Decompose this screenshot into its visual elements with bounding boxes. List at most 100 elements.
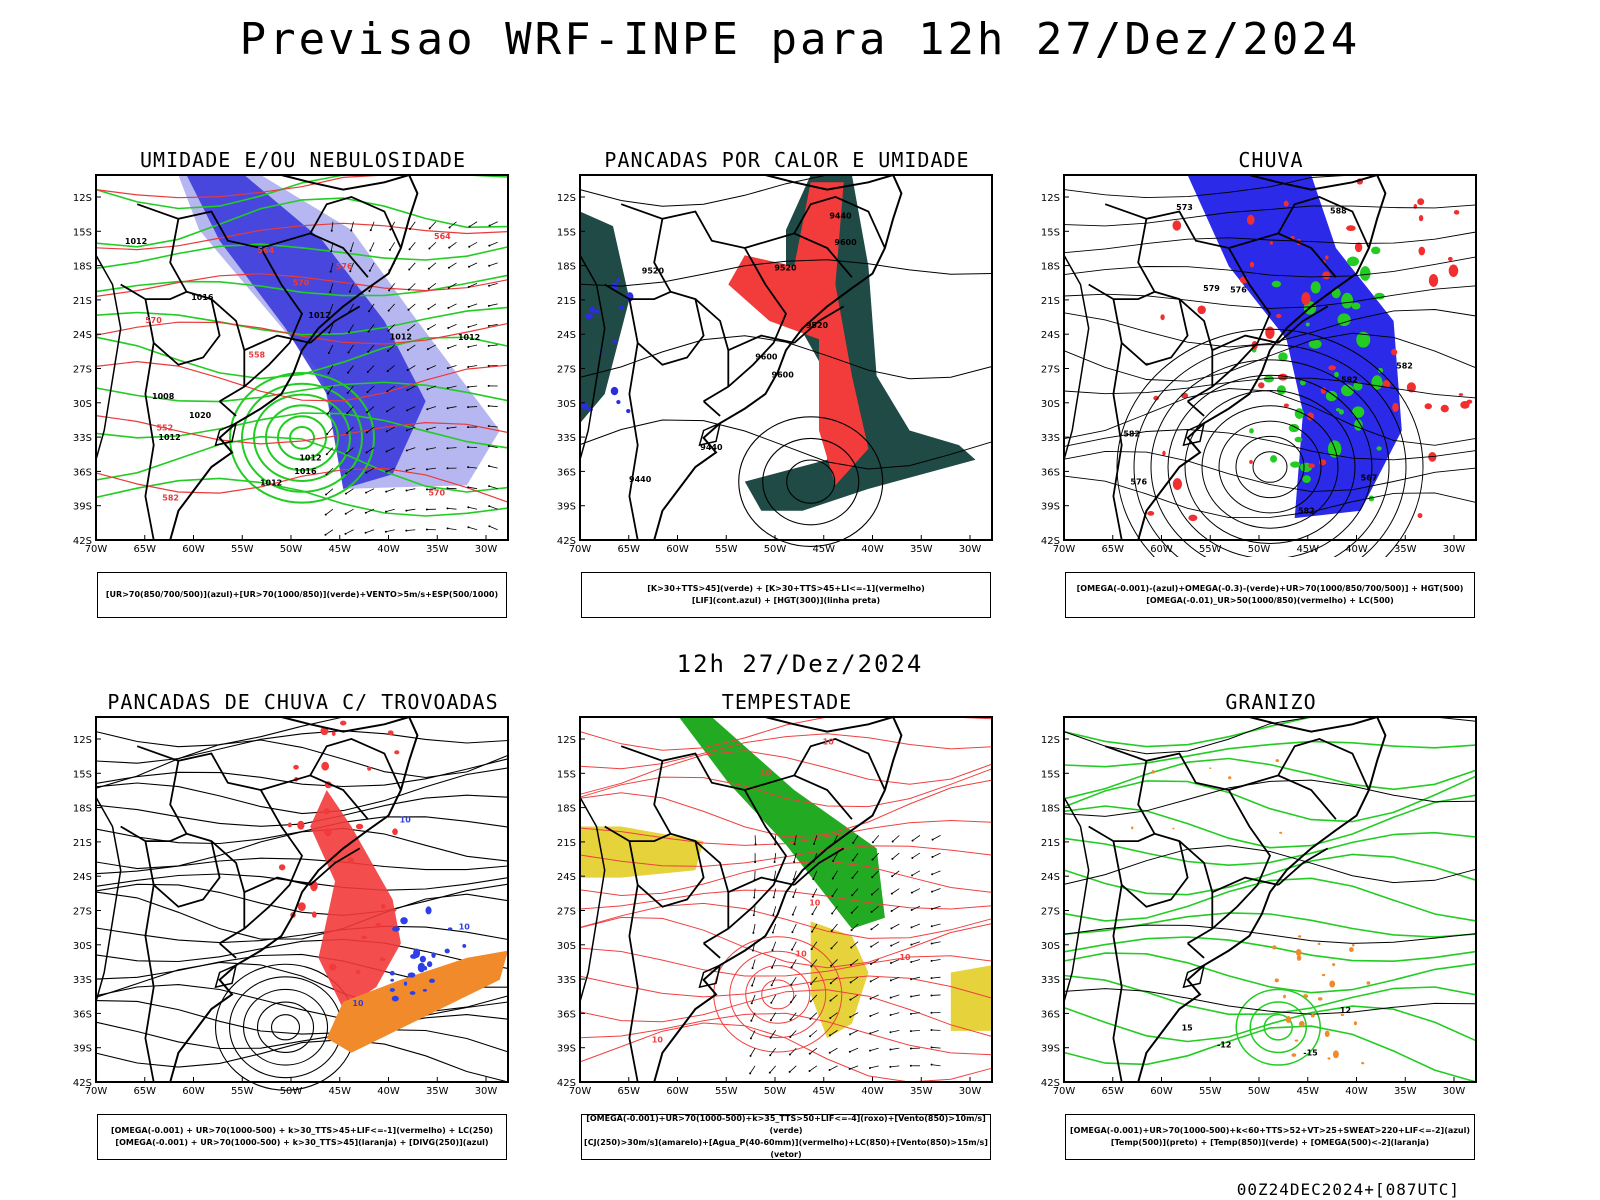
- wind-arrow-head: [369, 249, 372, 252]
- hgt500-contours-line: [1063, 231, 1477, 254]
- green-low-humidity-contour: [241, 382, 363, 493]
- lon-label: 55W: [1199, 544, 1222, 555]
- wind-arrow: [367, 365, 375, 373]
- wind-arrow-head: [366, 391, 369, 394]
- lon-label: 50W: [764, 544, 787, 555]
- wind-arrow: [872, 835, 880, 843]
- wind-arrow: [428, 283, 437, 290]
- wind-arrow-head: [848, 1050, 851, 1053]
- wind-arrow-head: [792, 896, 795, 899]
- wind-arrow: [387, 344, 395, 352]
- orange-omega500-cell: [1332, 963, 1336, 967]
- black-temp500-line: [1063, 845, 1477, 885]
- wind-arrow: [469, 221, 478, 227]
- lat-label: 18S: [1041, 262, 1060, 273]
- lon-label: 45W: [812, 1086, 835, 1097]
- red-omega-humidity-cell: [1448, 264, 1459, 277]
- orange-omega500-scattered-cell: [1209, 767, 1212, 769]
- wind-arrow-head: [467, 486, 470, 489]
- wind-arrow-head: [930, 959, 933, 962]
- lon-label: 35W: [910, 544, 933, 555]
- wind-arrow-head: [488, 284, 491, 287]
- blue-divergence-cell: [390, 978, 395, 982]
- green-temp850-line: [1063, 952, 1477, 994]
- streamlines-250-line: [95, 767, 509, 815]
- red-convection-cells-cell: [329, 963, 337, 971]
- wind-arrow-head: [389, 228, 392, 231]
- orange-omega500-cell: [1317, 997, 1323, 1001]
- lat-label: 33S: [557, 975, 576, 986]
- wind-arrow-head: [386, 349, 389, 352]
- lon-label: 60W: [666, 544, 689, 555]
- wind-arrow-head: [851, 894, 854, 897]
- wind-arrow-head: [930, 1046, 933, 1049]
- wind-arrow-head: [349, 270, 352, 273]
- hgt500-contours: [1063, 174, 1477, 519]
- wind-arrow-head: [344, 512, 347, 515]
- wind-arrow-head: [832, 859, 835, 862]
- page-title: Previsao WRF-INPE para 12h 27/Dez/2024: [239, 14, 1361, 65]
- country-border: [153, 298, 221, 366]
- red-omega-humidity-cell: [1153, 395, 1159, 401]
- country-border: [604, 283, 671, 300]
- green-strong-omega-cell: [1290, 461, 1301, 468]
- lat-label: 39S: [73, 502, 92, 513]
- red-omega-humidity-cell: [1172, 220, 1182, 231]
- wind-arrow-head: [448, 246, 451, 249]
- map-background: [580, 717, 992, 1082]
- wind-arrow: [931, 923, 941, 927]
- wind-arrow: [385, 508, 395, 513]
- wind-arrow: [869, 1047, 879, 1052]
- wind-arrow: [830, 1012, 838, 1019]
- blue-lifted-index-cell: [616, 278, 620, 283]
- lagoon: [1182, 421, 1206, 447]
- wind-arrow-head: [325, 473, 328, 476]
- wind-arrow-head: [467, 345, 470, 348]
- red-omega-humidity-cell: [1418, 246, 1426, 256]
- coastline: [169, 173, 419, 541]
- wind-arrow: [365, 508, 375, 514]
- wind-arrow-head: [869, 1032, 872, 1035]
- contour-label: 9520: [806, 321, 829, 330]
- lon-label: 30W: [959, 1086, 982, 1097]
- orange-omega500-cell: [1283, 994, 1286, 999]
- red-omega-humidity-cell: [1392, 402, 1399, 413]
- lat-label: 18S: [73, 804, 92, 815]
- lat-label: 33S: [73, 433, 92, 444]
- wind-arrow: [369, 262, 375, 271]
- wind-arrow-head: [345, 432, 348, 435]
- red-convection-cells-cell: [380, 903, 386, 909]
- wind-arrow: [770, 1012, 777, 1021]
- wind-arrow: [468, 385, 478, 388]
- wind-arrow-head: [771, 931, 774, 934]
- streamline-labels: 10 10 10 10 10 10: [652, 738, 911, 1045]
- country-border: [260, 774, 369, 820]
- red-thickness-dashed-line: [95, 222, 509, 251]
- lat-label: 21S: [1041, 838, 1060, 849]
- wind-arrow-head: [330, 229, 333, 232]
- map-heat-showers: 96009520960094409520944094409520960012S1…: [557, 173, 993, 555]
- wind-arrow-head: [405, 529, 408, 532]
- wind-arrow: [347, 365, 354, 373]
- streamlines-250-line: [95, 873, 509, 891]
- wind-arrow-head: [869, 997, 872, 1000]
- temp-labels: -12 -15 15 12: [1182, 1006, 1351, 1057]
- wind-arrow-head: [488, 525, 491, 528]
- lon-label: 35W: [1394, 1086, 1417, 1097]
- blue-divergence-cell: [389, 988, 395, 992]
- red-omega-humidity-cell: [1382, 380, 1391, 388]
- panel-title: UMIDADE E/OU NEBULOSIDADE: [139, 148, 467, 172]
- wind-arrow: [350, 221, 354, 231]
- lon-label: 70W: [1053, 544, 1076, 555]
- orange-omega500-cell: [1317, 942, 1321, 946]
- west-coastline: [579, 796, 606, 1002]
- wind-arrow: [931, 1064, 941, 1067]
- wind-arrow-head: [487, 445, 490, 448]
- wind-arrow: [329, 283, 334, 293]
- lat-label: 24S: [1041, 872, 1060, 883]
- lat-label: 24S: [73, 872, 92, 883]
- wind-arrow: [912, 835, 921, 841]
- wind-arrow: [811, 959, 818, 967]
- wind-arrow-head: [408, 248, 411, 251]
- wind-arrow: [771, 977, 777, 986]
